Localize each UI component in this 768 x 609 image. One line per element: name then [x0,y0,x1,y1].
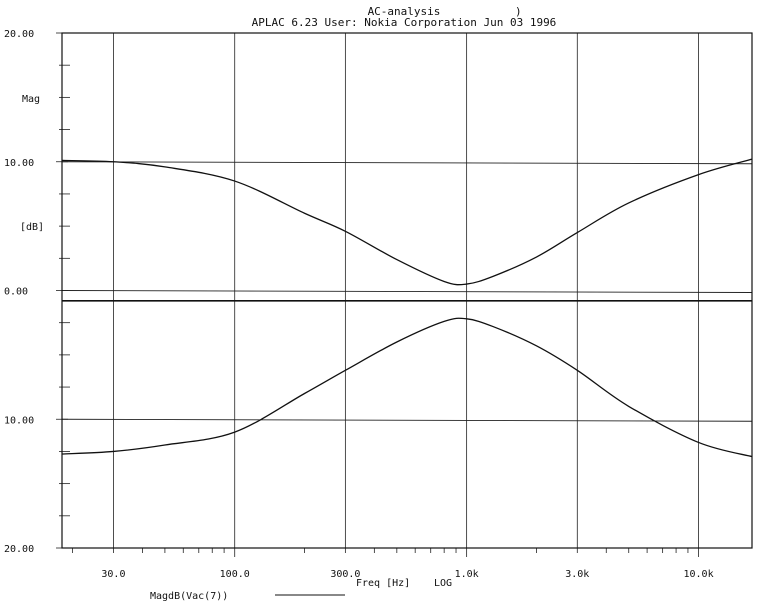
y-tick-labels: 20.00 10.00 0.00 10.00 20.00 [4,29,34,555]
y-tick-label: 0.00 [4,287,28,298]
y-axis-label: Mag [22,94,40,105]
y-tick-label: 10.00 [4,158,34,169]
x-tick-label: 10.0k [683,569,713,580]
y-axis-unit: [dB] [20,222,44,233]
x-tick-label: 300.0 [330,569,360,580]
x-axis-label: Freq [Hz] [356,578,410,589]
y-tick-label: 20.00 [4,544,34,555]
reference-line [61,290,753,293]
series-layer [61,158,753,458]
x-tick-label: 30.0 [101,569,125,580]
chart-title-suffix: ) [515,5,522,18]
reference-line [61,161,753,165]
x-axis-scale-label: LOG [434,578,452,589]
y-tick-label: 10.00 [4,415,34,426]
reference-line [61,418,753,422]
reference-lines [61,161,753,422]
axis-layer [56,32,753,557]
x-tick-labels: 30.0 100.0 300.0 1.0k 3.0k 10.0k [101,569,713,580]
series-line-2 [61,317,753,458]
chart-title: AC-analysis [368,5,441,18]
legend-entry-label: MagdB(Vac(7)) [150,591,228,602]
y-tick-label: 20.00 [4,29,34,40]
plot-frame [61,32,753,549]
chart-subtitle: APLAC 6.23 User: Nokia Corporation Jun 0… [252,16,557,29]
x-tick-label: 3.0k [565,569,589,580]
x-tick-label: 100.0 [220,569,250,580]
grid-layer [113,33,699,548]
x-tick-label: 1.0k [455,569,479,580]
series-line-1 [61,158,753,286]
